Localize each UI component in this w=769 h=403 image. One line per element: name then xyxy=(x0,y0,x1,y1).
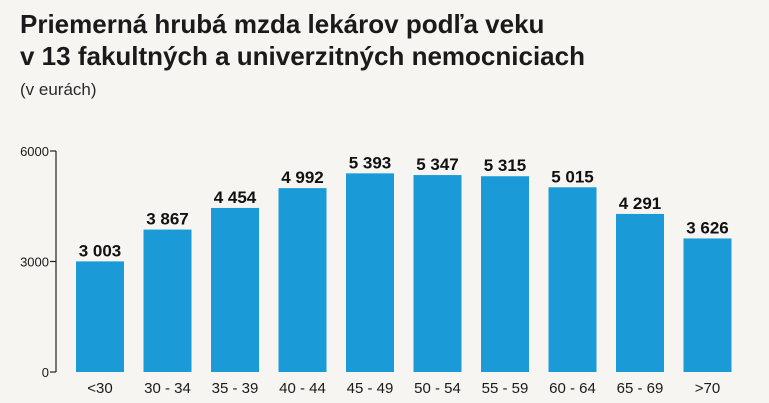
bar xyxy=(346,173,394,372)
y-axis: 0 3000 6000 xyxy=(20,144,57,380)
x-category-label: 30 - 34 xyxy=(144,380,191,397)
bar-value-label: 3 626 xyxy=(686,218,729,237)
x-category-label: 40 - 44 xyxy=(279,380,326,397)
bar xyxy=(211,207,259,372)
chart-title: Priemerná hrubá mzda lekárov podľa veku … xyxy=(20,8,760,72)
bar xyxy=(413,175,462,372)
bar-value-label: 5 347 xyxy=(416,155,459,174)
bar xyxy=(481,176,529,372)
x-axis-labels: <30 30 - 34 35 - 39 40 - 44 45 - 49 50 - 54 55… xyxy=(87,380,720,397)
x-category-label: <30 xyxy=(87,380,112,397)
x-category-label: 50 - 54 xyxy=(414,380,461,397)
bar xyxy=(143,229,192,372)
x-category-label: 65 - 69 xyxy=(617,380,664,397)
chart-subtitle: (v eurách) xyxy=(20,80,97,99)
bar xyxy=(683,238,732,372)
chart-title-line-2: v 13 fakultných a univerzitných nemocnic… xyxy=(20,41,585,71)
bar-value-label: 4 291 xyxy=(619,194,662,213)
x-category-label: 60 - 64 xyxy=(549,380,596,397)
bar-value-label: 3 867 xyxy=(146,210,189,229)
bar-value-label: 3 003 xyxy=(79,241,122,260)
bar xyxy=(548,187,597,372)
bar-value-label: 5 315 xyxy=(484,156,527,175)
bar xyxy=(278,188,327,372)
x-category-label: >70 xyxy=(695,380,720,397)
x-category-label: 55 - 59 xyxy=(482,380,529,397)
data-labels: 3 003 3 867 4 454 4 992 5 393 5 347 5 315 5 015… xyxy=(79,153,729,260)
bars xyxy=(76,173,732,372)
y-tick-label: 6000 xyxy=(20,144,49,159)
bar-value-label: 5 393 xyxy=(349,153,392,172)
chart-title-line-1: Priemerná hrubá mzda lekárov podľa veku xyxy=(20,9,545,39)
bar-value-label: 4 454 xyxy=(214,188,257,207)
x-category-label: 45 - 49 xyxy=(347,380,394,397)
y-tick-label: 3000 xyxy=(20,255,49,270)
bar-value-label: 4 992 xyxy=(281,168,324,187)
y-tick-label: 0 xyxy=(42,365,49,380)
bar-value-label: 5 015 xyxy=(551,167,594,186)
bar xyxy=(616,213,664,372)
x-category-label: 35 - 39 xyxy=(212,380,259,397)
bar xyxy=(76,261,124,372)
